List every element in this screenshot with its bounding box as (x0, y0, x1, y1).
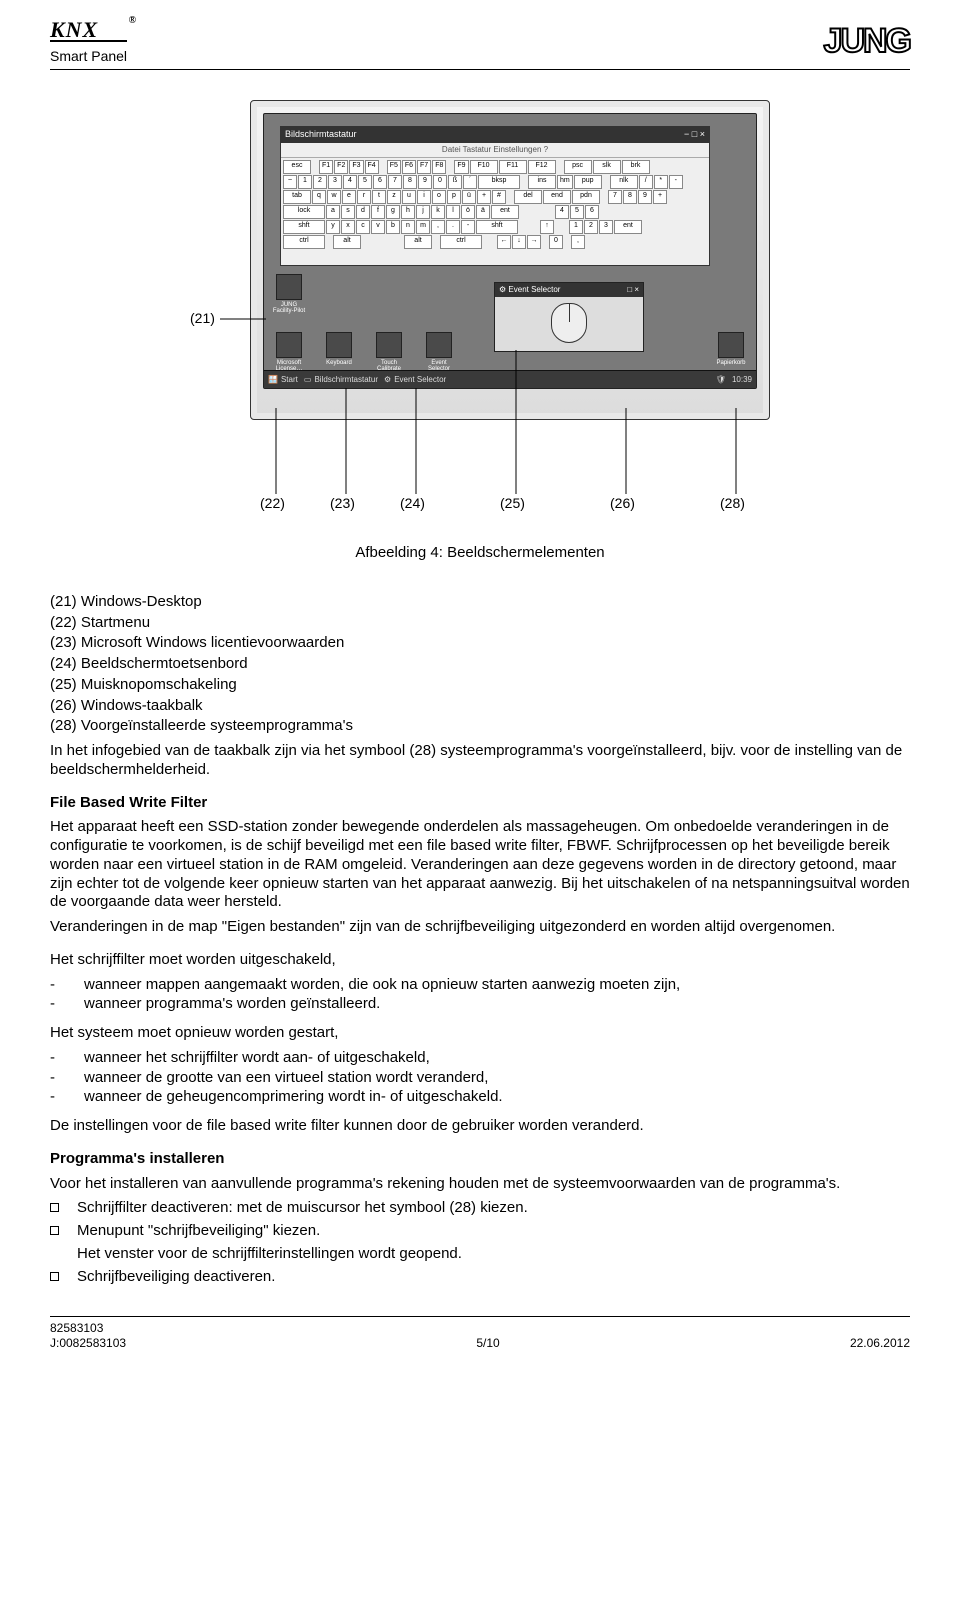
fbwf-p2: Veranderingen in de map "Eigen bestanden… (50, 918, 910, 937)
legend-21: (21) Windows-Desktop (50, 593, 910, 612)
onscreen-keyboard-window: Bildschirmtastatur − □ × Datei Tastatur … (280, 126, 710, 266)
keyboard-menu: Datei Tastatur Einstellungen ? (281, 143, 709, 158)
taskbar-item-keyboard: ▭ Bildschirmtastatur (304, 375, 378, 385)
dash-list-1: -wanneer mappen aangemaakt worden, die o… (50, 976, 910, 1015)
fbwf-p3: Het schrijffilter moet worden uitgeschak… (50, 951, 910, 970)
windows-taskbar: 🪟 Start ▭ Bildschirmtastatur ⚙ Event Sel… (264, 370, 756, 388)
heading-fbwf: File Based Write Filter (50, 794, 910, 813)
jung-logo: JUNG (824, 20, 910, 63)
window-controls-icon: □ × (627, 285, 639, 295)
install-p1: Voor het installeren van aanvullende pro… (50, 1175, 910, 1194)
square-item: Schrijffilter deactiveren: met de muiscu… (77, 1199, 528, 1218)
paragraph-info: In het infogebied van de taakbalk zijn v… (50, 742, 910, 780)
footer-page: 5/10 (476, 1336, 499, 1351)
keyboard-keys: escF1F2F3F4F5F6F7F8F9F10F11F12pscslkbrk~… (281, 158, 709, 251)
square-list: Schrijffilter deactiveren: met de muiscu… (50, 1199, 910, 1286)
dash-item: wanneer mappen aangemaakt worden, die oo… (84, 976, 680, 995)
desktop-area: Bildschirmtastatur − □ × Datei Tastatur … (263, 113, 757, 389)
page-header: KNX Smart Panel JUNG (50, 20, 910, 70)
callout-22: (22) (260, 495, 285, 513)
figure-4: JUNG Bildschirmtastatur − □ × Datei Tast… (160, 100, 800, 520)
legend-26: (26) Windows-taakbalk (50, 697, 910, 716)
dash-list-2: -wanneer het schrijffilter wordt aan- of… (50, 1049, 910, 1107)
callout-24: (24) (400, 495, 425, 513)
dash-item: wanneer de grootte van een virtueel stat… (84, 1069, 488, 1088)
window-controls: − □ × (684, 129, 705, 140)
legend-24: (24) Beeldschermtoetsenbord (50, 655, 910, 674)
dash-item: wanneer de geheugencomprimering wordt in… (84, 1088, 503, 1107)
product-subtitle: Smart Panel (50, 48, 127, 66)
heading-install: Programma's installeren (50, 1150, 910, 1169)
callout-21: (21) (190, 310, 215, 328)
dash-item: wanneer het schrijffilter wordt aan- of … (84, 1049, 430, 1068)
page-footer: 82583103 J:0082583103 5/10 22.06.2012 (50, 1316, 910, 1351)
legend-25: (25) Muisknopomschakeling (50, 676, 910, 695)
knx-logo: KNX (50, 20, 127, 42)
desktop-icon-facility-pilot: JUNG Facility-Pilot (270, 274, 308, 318)
fbwf-p5: De instellingen voor de file based write… (50, 1117, 910, 1136)
callout-23: (23) (330, 495, 355, 513)
event-selector-window: ⚙ Event Selector □ × (494, 282, 644, 352)
legend-23: (23) Microsoft Windows licentievoorwaard… (50, 634, 910, 653)
legend-list: (21) Windows-Desktop (22) Startmenu (23)… (50, 593, 910, 736)
footer-date: 22.06.2012 (850, 1336, 910, 1351)
square-item: Schrijfbeveiliging deactiveren. (77, 1268, 275, 1287)
square-item: Menupunt "schrijfbeveiliging" kiezen. (77, 1222, 462, 1241)
footer-ref2: J:0082583103 (50, 1336, 126, 1351)
taskbar-clock: 10:39 (732, 375, 752, 385)
square-item-sub: Het venster voor de schrijffilterinstell… (77, 1245, 462, 1264)
legend-28: (28) Voorgeïnstalleerde systeemprogramma… (50, 717, 910, 736)
callout-26: (26) (610, 495, 635, 513)
mouse-icon (551, 303, 587, 343)
callout-25: (25) (500, 495, 525, 513)
footer-ref1: 82583103 (50, 1321, 126, 1336)
legend-22: (22) Startmenu (50, 614, 910, 633)
fbwf-p1: Het apparaat heeft een SSD-station zonde… (50, 818, 910, 912)
taskbar-item-event-selector: ⚙ Event Selector (384, 375, 446, 385)
start-button: 🪟 Start (268, 375, 298, 385)
tray-icon: 🛡 (716, 375, 726, 385)
keyboard-title: Bildschirmtastatur (285, 129, 357, 140)
figure-caption: Afbeelding 4: Beeldschermelementen (50, 544, 910, 563)
fbwf-p4: Het systeem moet opnieuw worden gestart, (50, 1024, 910, 1043)
callout-28: (28) (720, 495, 745, 513)
dash-item: wanneer programma's worden geïnstalleerd… (84, 995, 380, 1014)
